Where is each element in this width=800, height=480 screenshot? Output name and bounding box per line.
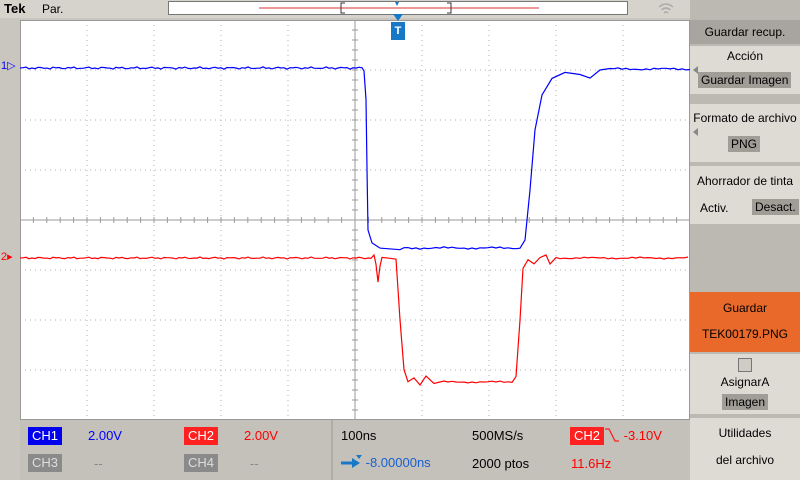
ch2-ground-marker[interactable]: 2▸ [1,252,13,263]
menu-title: Guardar recup. [690,20,800,44]
save-icon [738,358,752,372]
guardar-label: Guardar [722,301,768,315]
graticule-svg [20,20,690,420]
ch4-scale: -- [250,456,259,471]
horizontal-position-readout: -8.00000ns [340,455,431,471]
ch2-waveform [20,253,689,386]
ahorrador-off: Desact. [752,199,799,215]
asignar-value: Imagen [722,394,769,410]
ch2-marker-number: 2 [1,251,8,263]
trigger-position-marker[interactable]: T [391,22,405,40]
top-bar: Tek Par. [0,0,690,18]
ch2-label[interactable]: CH2 [184,427,219,445]
ch4-label[interactable]: CH4 [184,454,219,472]
graticule-grid [20,20,690,420]
formato-label: Formato de archivo [693,111,797,125]
wifi-icon [658,2,674,19]
asignar-button[interactable]: AsignarA Imagen [690,354,800,414]
utilidades-line2: del archivo [715,453,775,467]
acquisition-mode: Par. [42,2,64,16]
ahorrador-on: Activ. [700,201,729,215]
brand-logo: Tek [4,1,26,16]
guardar-filename: TEK00179.PNG [701,327,789,341]
ch1-scale: 2.00V [88,428,122,443]
ch3-label[interactable]: CH3 [28,454,63,472]
formato-button[interactable]: Formato de archivo PNG [690,104,800,162]
falling-edge-icon [605,428,619,442]
ch2-marker-arrow-icon: ▸ [7,251,13,263]
readout-separator [331,420,333,480]
ahorrador-label: Ahorrador de tinta [696,174,794,188]
accion-value: Guardar Imagen [698,72,792,88]
record-length-readout: 2000 ptos [472,456,530,471]
position-value: -8.00000ns [365,455,431,470]
ahorrador-button[interactable]: Ahorrador de tinta Activ. Desact. [690,166,800,224]
record-overview-graphic [259,2,539,14]
utilidades-button[interactable]: Utilidades del archivo [690,418,800,480]
trigger-level-value: -3.10V [623,428,662,443]
ch1-ground-marker[interactable]: 1▷ [1,61,16,72]
scroll-arrow-icon [693,128,698,136]
trigger-position-cap-icon [393,14,403,21]
accion-label: Acción [726,49,764,63]
waveform-display[interactable] [20,20,690,420]
trigger-source-label[interactable]: CH2 [570,427,605,445]
formato-value: PNG [728,136,761,152]
trigger-readout: -3.10V [604,428,662,444]
sample-rate-readout: 500MS/s [472,428,524,443]
asignar-label: AsignarA [720,375,770,389]
readout-panel: CH1 2.00V CH2 2.00V CH3 -- CH4 -- 100ns … [20,420,690,480]
position-arrow-icon [341,455,362,468]
accion-button[interactable]: Acción Guardar Imagen [690,46,800,94]
ch1-marker-number: 1 [1,60,8,72]
ch1-label[interactable]: CH1 [28,427,63,445]
frequency-readout: 11.6Hz [571,456,612,471]
ch3-scale: -- [94,456,103,471]
ch1-waveform [20,66,690,251]
ch2-scale: 2.00V [244,428,278,443]
guardar-button[interactable]: Guardar TEK00179.PNG [690,292,800,352]
scroll-arrow-icon [693,66,698,74]
side-menu: Guardar recup. Acción Guardar Imagen For… [690,0,800,480]
ch1-marker-arrow-icon: ▷ [7,60,16,72]
record-overview-bar [168,1,628,15]
timebase-readout: 100ns [341,428,377,443]
utilidades-line1: Utilidades [718,426,772,440]
